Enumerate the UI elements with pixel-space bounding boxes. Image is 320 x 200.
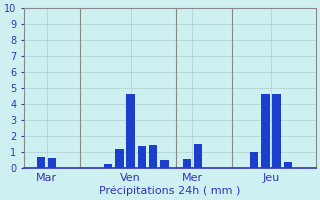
X-axis label: Précipitations 24h ( mm ): Précipitations 24h ( mm ) [99,185,241,196]
Bar [126,94,135,168]
Bar [160,160,169,168]
Bar [272,94,281,168]
Bar [48,158,56,168]
Bar [194,144,202,168]
Bar [284,162,292,168]
Bar [37,157,45,168]
Bar [261,94,269,168]
Bar [250,152,258,168]
Bar [138,146,146,168]
Bar [115,149,124,168]
Bar [183,159,191,168]
Bar [104,164,112,168]
Bar [149,145,157,168]
